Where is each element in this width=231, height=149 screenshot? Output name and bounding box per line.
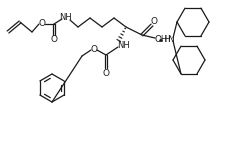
Text: O: O bbox=[51, 35, 58, 44]
Text: NH: NH bbox=[117, 41, 129, 49]
Text: N: N bbox=[168, 35, 174, 44]
Text: O: O bbox=[39, 20, 46, 28]
Text: NH: NH bbox=[60, 13, 72, 21]
Text: O: O bbox=[103, 69, 109, 77]
Text: O: O bbox=[151, 17, 158, 27]
Text: O: O bbox=[155, 35, 161, 45]
Text: H: H bbox=[164, 35, 170, 45]
Text: O: O bbox=[91, 45, 97, 55]
Text: H: H bbox=[160, 35, 166, 45]
